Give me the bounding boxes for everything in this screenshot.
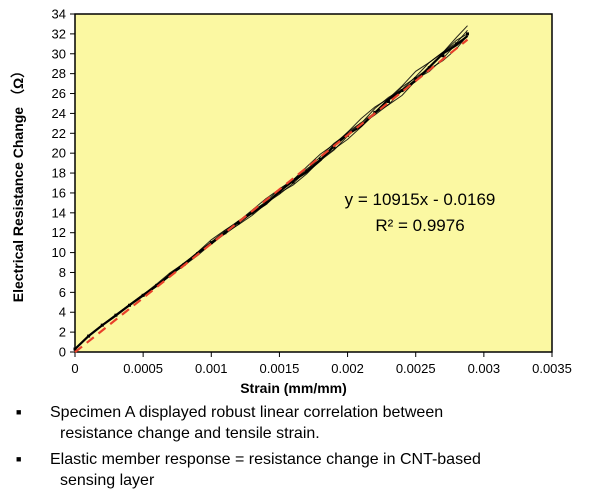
data-point [155,283,159,287]
y-tick-label: 32 [52,26,66,41]
bullet-item: ■ Specimen A displayed robust linear cor… [14,402,594,444]
y-tick-label: 10 [52,245,66,260]
data-point [386,99,390,103]
bullet-text: Elastic member response = resistance cha… [50,451,481,468]
data-point [141,293,145,297]
y-tick-label: 0 [59,345,66,360]
x-tick-label: 0.0025 [396,361,436,376]
data-point [427,66,431,70]
data-point [466,32,470,36]
data-point [87,334,91,338]
x-tick-label: 0 [71,361,78,376]
bullet-text: Specimen A displayed robust linear corre… [50,404,444,421]
x-tick-label: 0.0035 [532,361,572,376]
x-axis: 0 0.0005 0.001 0.0015 0.002 0.0025 0.003 0.0035 [71,352,572,376]
r-squared-label: R² = 0.9976 [375,216,464,235]
bullet-item: ■ Elastic member response = resistance c… [14,449,594,491]
data-loop [74,33,468,350]
y-tick-label: 26 [52,86,66,101]
data-point [168,272,172,276]
bullet-marker-icon: ■ [16,454,22,464]
x-tick-label: 0.0005 [123,361,163,376]
y-tick-label: 4 [59,305,66,320]
data-point [264,201,268,205]
y-tick-label: 2 [59,325,66,340]
data-point [455,42,459,46]
data-point [441,54,445,58]
data-point [73,347,77,351]
trendline [74,38,469,354]
y-tick-label: 14 [52,205,66,220]
y-tick-label: 24 [52,106,66,121]
plot-area [74,13,553,353]
data-point [223,231,227,235]
data-point [291,180,295,184]
data-point [250,211,254,215]
x-tick-label: 0.001 [195,361,228,376]
data-point [305,169,309,173]
x-tick-label: 0.002 [331,361,364,376]
y-tick-label: 8 [59,265,66,280]
y-axis-title: Electrical Resistance Change （Ω） [10,64,26,302]
bullet-text-continued: sensing layer [60,472,155,489]
bullet-text-continued: resistance change and tensile strain. [60,425,320,442]
x-tick-label: 0.003 [468,361,501,376]
data-point [400,89,404,93]
data-point [209,241,213,245]
x-axis-title: Strain (mm/mm) [240,380,347,396]
equation-label: y = 10915x - 0.0169 [345,190,496,209]
y-tick-label: 16 [52,185,66,200]
data-point [414,77,418,81]
data-point [128,303,132,307]
bullet-marker-icon: ■ [16,407,22,417]
y-tick-label: 28 [52,66,66,81]
y-tick-label: 18 [52,166,66,181]
data-point [100,323,104,327]
data-point [114,313,118,317]
data-point [318,157,322,161]
data-point [237,221,241,225]
y-tick-label: 22 [52,126,66,141]
data-point [277,190,281,194]
y-tick-label: 12 [52,225,66,240]
y-tick-label: 30 [52,46,66,61]
y-tick-label: 34 [52,7,66,22]
bullet-list: ■ Specimen A displayed robust linear cor… [14,402,594,496]
y-tick-label: 6 [59,285,66,300]
y-tick-label: 20 [52,146,66,161]
x-tick-label: 0.0015 [260,361,300,376]
